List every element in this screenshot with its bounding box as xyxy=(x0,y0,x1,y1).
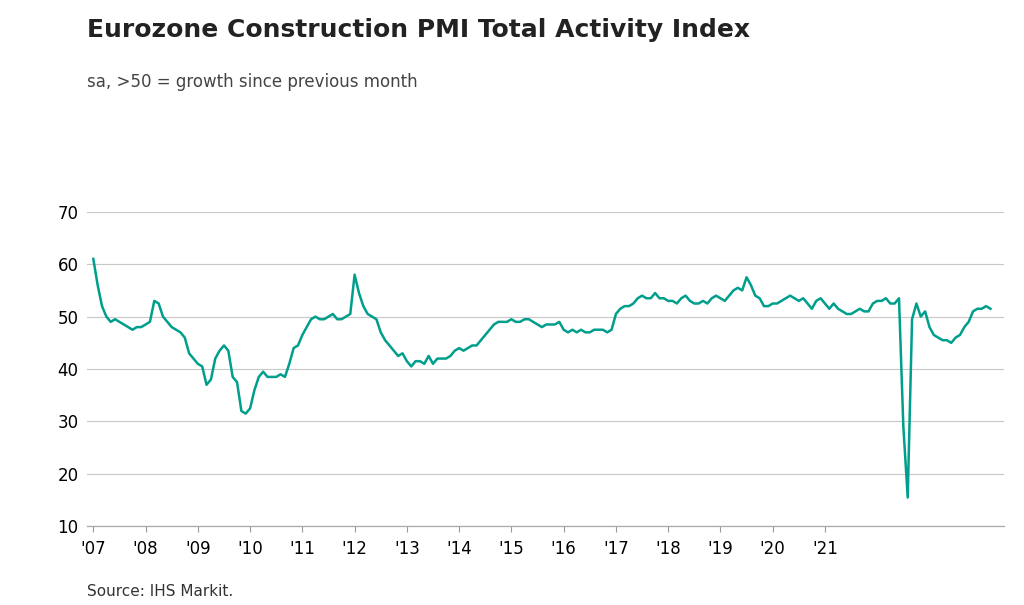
Text: sa, >50 = growth since previous month: sa, >50 = growth since previous month xyxy=(87,73,418,91)
Text: Eurozone Construction PMI Total Activity Index: Eurozone Construction PMI Total Activity… xyxy=(87,18,750,42)
Text: Source: IHS Markit.: Source: IHS Markit. xyxy=(87,584,233,599)
